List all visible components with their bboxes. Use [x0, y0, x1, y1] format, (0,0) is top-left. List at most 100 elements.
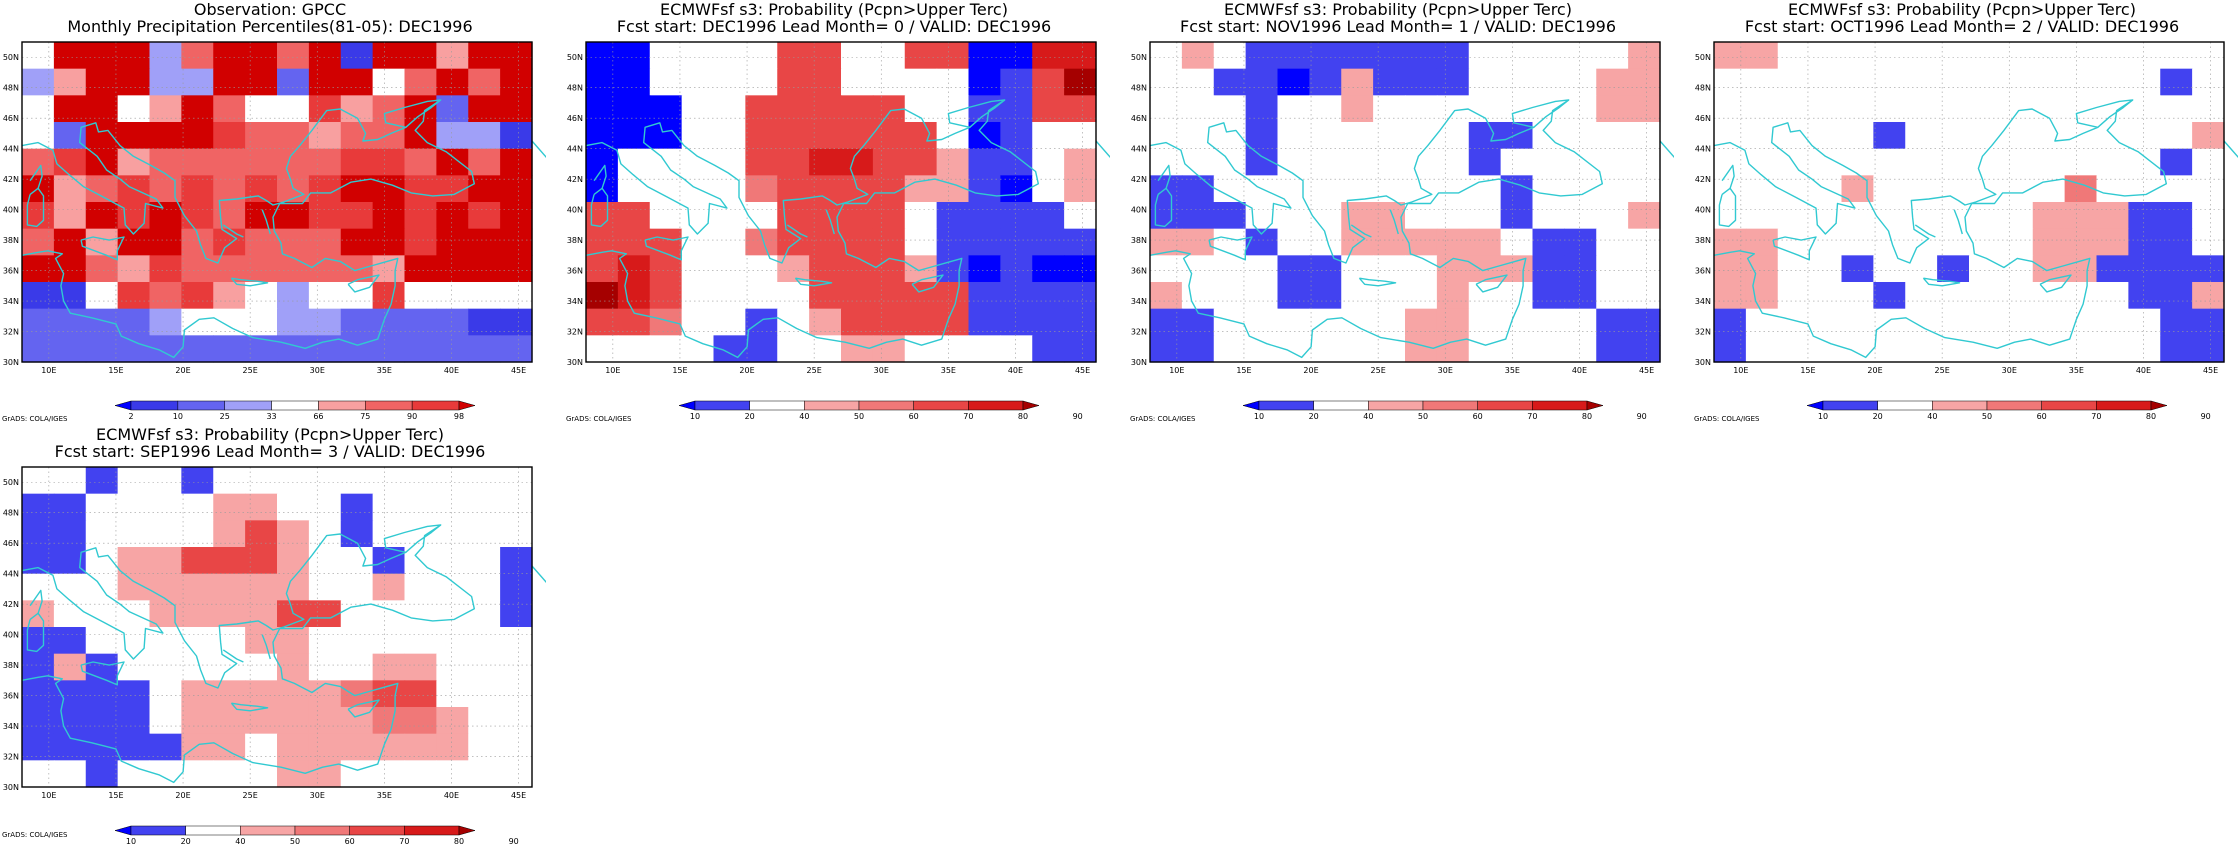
- coastline: [261, 634, 271, 660]
- grid-cell: [1809, 308, 1843, 336]
- grid-cell: [404, 680, 437, 708]
- grid-cell: [1000, 148, 1033, 176]
- grid-cell: [1937, 282, 1970, 310]
- grid-cell: [2192, 148, 2225, 176]
- grid-cell: [468, 255, 501, 283]
- grid-cell: [2160, 335, 2193, 363]
- grid-cell: [149, 733, 182, 761]
- grid-cell: [308, 255, 342, 283]
- grid-cell: [586, 68, 619, 96]
- grid-cell: [1564, 335, 1597, 363]
- colorbar-label: 90: [509, 837, 519, 846]
- grid-cell: [1341, 42, 1374, 70]
- grid-cell: [1341, 282, 1374, 310]
- grid-cell: [468, 653, 501, 681]
- grid-cell: [936, 308, 970, 336]
- grid-cell: [2160, 228, 2193, 256]
- grid-cell: [809, 122, 842, 150]
- grid-cell: [872, 282, 906, 310]
- grid-cell: [1000, 42, 1033, 70]
- grid-cell: [85, 308, 119, 336]
- grid-cell: [649, 282, 683, 310]
- lon-tick-label: 25E: [1371, 366, 1386, 375]
- coastline: [347, 274, 380, 293]
- grid-cell: [181, 68, 214, 96]
- grid-cell: [1969, 282, 2002, 310]
- colorbar-segment: [185, 825, 241, 836]
- grid-cell: [117, 122, 151, 150]
- colorbar-segment: [130, 400, 179, 411]
- grid-cell: [745, 122, 778, 150]
- coastline-overlay: [1713, 99, 2238, 359]
- grid-cell: [468, 493, 501, 521]
- grid-cell: [1309, 282, 1342, 310]
- grid-cell: [468, 573, 501, 601]
- grid-cell: [500, 228, 533, 256]
- grid-cell: [245, 760, 278, 788]
- colorbar-segment: [1258, 400, 1314, 411]
- grid-cell: [1937, 335, 1970, 363]
- coastline: [1095, 140, 1110, 159]
- grid-cell: [649, 308, 683, 336]
- grid-cell: [968, 282, 1001, 310]
- grid-cell: [1064, 202, 1097, 230]
- lat-tick-label: 46N: [567, 114, 583, 123]
- lat-tick-label: 40N: [567, 206, 583, 215]
- lat-tick-label: 48N: [3, 84, 19, 93]
- grid-cell: [277, 308, 310, 336]
- grid-cell: [372, 733, 406, 761]
- lon-tick-label: 40E: [2136, 366, 2151, 375]
- grid-cell: [681, 335, 715, 363]
- grid-cell: [1032, 282, 1065, 310]
- grid-cell: [1564, 95, 1597, 123]
- coastline: [26, 187, 45, 228]
- grid-cell: [2000, 148, 2034, 176]
- grid-cell: [617, 122, 651, 150]
- coastline: [911, 274, 944, 293]
- grid-cell: [22, 467, 55, 495]
- grid-cell: [1150, 42, 1183, 70]
- grid-cell: [1341, 148, 1374, 176]
- coastline: [593, 164, 607, 189]
- grid-cell: [2032, 148, 2066, 176]
- grid-cell: [2096, 202, 2129, 230]
- colorbar-label: 20: [1309, 412, 1319, 421]
- lat-tick-label: 38N: [1695, 236, 1711, 245]
- grid-cell: [968, 95, 1001, 123]
- grid-cell: [149, 148, 182, 176]
- grid-cell: [2000, 282, 2034, 310]
- grads-credit: GrADS: COLA/IGES: [566, 415, 632, 423]
- colorbar-segment: [1877, 400, 1933, 411]
- grid-cell: [1905, 335, 1938, 363]
- grid-cell: [213, 255, 246, 283]
- grid-cell: [1873, 42, 1906, 70]
- lon-tick-label: 10E: [41, 366, 56, 375]
- grid-cell: [85, 520, 119, 548]
- grid-cell: [1181, 95, 1215, 123]
- grid-cell: [1245, 122, 1279, 150]
- grid-cell: [1405, 202, 1438, 230]
- grid-cell: [1373, 68, 1406, 96]
- grid-cell: [277, 493, 310, 521]
- map-panel-obs: Observation: GPCC Monthly Precipitation …: [0, 0, 546, 425]
- grid-cell: [85, 255, 119, 283]
- grid-cell: [2160, 255, 2193, 283]
- grid-cell: [1064, 228, 1097, 256]
- grid-cell: [277, 42, 310, 70]
- grid-cell: [649, 95, 683, 123]
- grid-cell: [1777, 255, 1811, 283]
- grid-cell: [308, 308, 342, 336]
- grid-cell: [713, 68, 746, 96]
- coastline: [405, 524, 442, 553]
- grid-cell: [308, 148, 342, 176]
- grid-cell: [1564, 148, 1597, 176]
- grid-cell: [340, 335, 374, 363]
- grid-cell: [372, 760, 406, 788]
- grid-cell: [904, 68, 938, 96]
- grid-cell: [2128, 255, 2161, 283]
- grid-cell: [1532, 68, 1565, 96]
- grid-cell: [1277, 42, 1310, 70]
- grid-cell: [372, 627, 406, 655]
- grid-cell: [1809, 95, 1843, 123]
- grid-cell: [500, 707, 533, 735]
